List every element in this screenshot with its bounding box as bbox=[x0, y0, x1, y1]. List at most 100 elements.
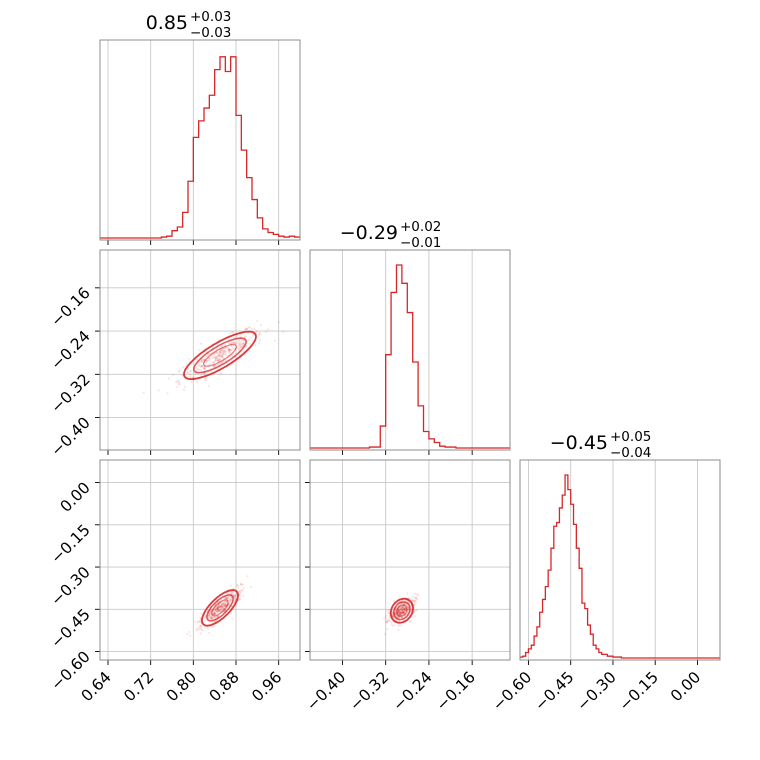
scatter-point bbox=[217, 609, 220, 612]
scatter-point bbox=[403, 610, 406, 613]
scatter-point bbox=[239, 343, 242, 346]
scatter-point bbox=[222, 602, 225, 605]
scatter-point bbox=[402, 612, 405, 615]
scatter-point bbox=[399, 613, 402, 616]
scatter-point bbox=[404, 603, 408, 606]
panel-frame bbox=[99, 459, 301, 661]
scatter-point bbox=[226, 596, 229, 599]
scatter-point bbox=[236, 583, 239, 587]
scatter-point bbox=[402, 607, 406, 610]
panel-title-minus: −0.04 bbox=[610, 445, 651, 461]
scatter-point bbox=[240, 588, 244, 592]
scatter-point bbox=[195, 358, 199, 361]
scatter-point bbox=[189, 372, 192, 376]
scatter-point bbox=[189, 369, 192, 373]
scatter-point bbox=[232, 587, 235, 590]
scatter-point bbox=[393, 623, 396, 627]
scatter-point bbox=[202, 372, 206, 375]
scatter-point bbox=[171, 373, 175, 376]
histogram-p2 bbox=[520, 474, 720, 659]
scatter-point bbox=[199, 368, 203, 371]
scatter-point bbox=[228, 351, 232, 354]
scatter-point bbox=[397, 609, 401, 612]
scatter-point bbox=[411, 615, 414, 618]
scatter-point bbox=[221, 607, 225, 610]
scatter-point bbox=[207, 353, 210, 356]
scatter-point bbox=[242, 342, 245, 345]
scatter-point bbox=[233, 598, 236, 601]
scatter-point bbox=[218, 609, 221, 613]
scatter-point bbox=[220, 603, 224, 606]
scatter-point bbox=[406, 592, 409, 595]
scatter-point bbox=[236, 345, 240, 348]
scatter-point bbox=[216, 359, 219, 362]
scatter-point bbox=[204, 361, 208, 364]
scatter-point bbox=[400, 606, 404, 609]
scatter-point bbox=[240, 346, 243, 349]
density-contour bbox=[211, 599, 229, 617]
scatter-point bbox=[403, 607, 406, 610]
scatter-point bbox=[221, 606, 224, 609]
scatter-point bbox=[413, 610, 416, 614]
scatter-point bbox=[241, 594, 245, 597]
scatter-point bbox=[208, 359, 211, 362]
scatter-point bbox=[203, 367, 206, 370]
scatter-point bbox=[240, 591, 243, 595]
scatter-point bbox=[228, 348, 231, 351]
scatter-point bbox=[211, 625, 215, 628]
scatter-point bbox=[217, 610, 220, 613]
scatter-point bbox=[210, 616, 213, 620]
density-contour bbox=[201, 589, 239, 627]
scatter-point bbox=[384, 616, 387, 619]
scatter-point bbox=[218, 372, 221, 376]
scatter-point bbox=[401, 611, 404, 614]
scatter-point bbox=[384, 621, 387, 624]
scatter-point bbox=[200, 612, 203, 615]
scatter-point bbox=[397, 611, 400, 615]
x-tick-label: 0.00 bbox=[667, 668, 704, 705]
scatter-point bbox=[221, 354, 224, 357]
scatter-point bbox=[236, 584, 239, 587]
scatter-point bbox=[224, 604, 227, 607]
scatter-point bbox=[224, 351, 228, 354]
scatter-point bbox=[417, 594, 420, 597]
scatter-point bbox=[218, 605, 221, 608]
scatter-point bbox=[415, 596, 418, 599]
scatter-point bbox=[388, 616, 391, 620]
scatter-point bbox=[182, 365, 185, 369]
scatter-point bbox=[216, 605, 219, 609]
scatter-point bbox=[240, 583, 243, 586]
scatter-point bbox=[189, 634, 192, 637]
scatter-point bbox=[402, 611, 405, 615]
scatter-point bbox=[401, 599, 405, 602]
scatter-point bbox=[178, 381, 181, 384]
scatter-point bbox=[214, 364, 218, 367]
scatter-point bbox=[213, 612, 216, 615]
scatter-point bbox=[400, 606, 403, 609]
scatter-point bbox=[397, 624, 400, 627]
scatter-point bbox=[187, 357, 190, 360]
scatter-point bbox=[215, 355, 218, 358]
scatter-point bbox=[254, 343, 257, 347]
scatter-point bbox=[240, 345, 244, 348]
scatter-point bbox=[207, 357, 210, 360]
y-tick-label: −0.16 bbox=[48, 284, 94, 330]
scatter-point bbox=[200, 625, 203, 628]
scatter-point bbox=[195, 627, 198, 630]
scatter-point bbox=[228, 348, 231, 351]
scatter-point bbox=[397, 610, 401, 614]
scatter-point bbox=[400, 612, 404, 615]
scatter-point bbox=[219, 352, 222, 356]
scatter-point bbox=[197, 364, 200, 367]
scatter-point bbox=[175, 380, 178, 384]
scatter-point bbox=[403, 608, 406, 611]
scatter-point bbox=[237, 339, 240, 342]
panel-2-0: 0.64 0.72 0.80 0.88 0.96−0.60−0.45−0.30−0.15… bbox=[48, 459, 301, 705]
scatter-point bbox=[213, 616, 216, 619]
scatter-point bbox=[401, 608, 404, 611]
scatter-point bbox=[216, 359, 219, 362]
scatter-point bbox=[404, 608, 407, 611]
panel-title-plus: +0.02 bbox=[400, 219, 441, 235]
scatter-point bbox=[397, 610, 401, 613]
scatter-point bbox=[203, 378, 207, 381]
